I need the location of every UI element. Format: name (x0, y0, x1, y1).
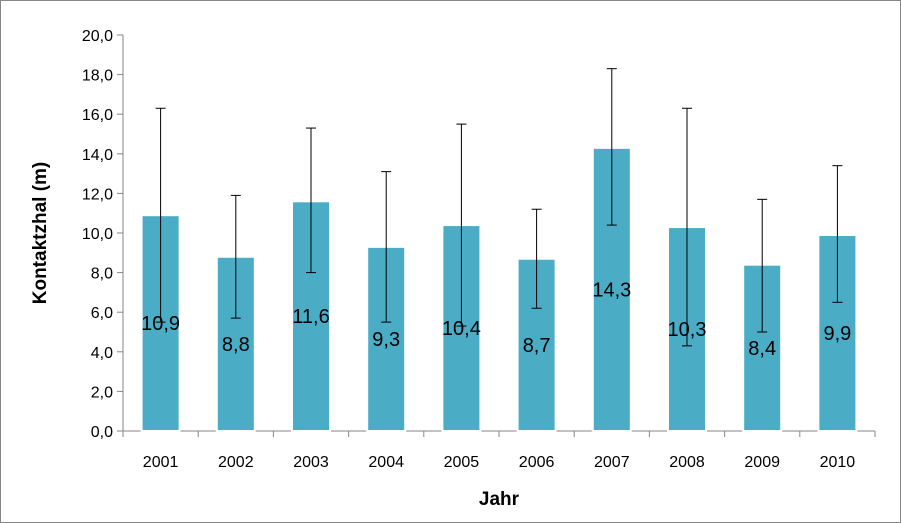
x-tick-label: 2009 (744, 454, 780, 471)
x-tick-label: 2006 (519, 454, 555, 471)
x-axis-title: Jahr (479, 489, 520, 510)
y-tick-label: 8,0 (91, 266, 113, 283)
x-tick-label: 2007 (594, 454, 630, 471)
y-tick-label: 20,0 (82, 28, 113, 45)
data-label: 10,3 (668, 319, 707, 341)
data-label: 9,3 (372, 329, 400, 351)
x-tick-label: 2003 (293, 454, 329, 471)
y-tick-label: 2,0 (91, 384, 113, 401)
data-label: 10,4 (442, 318, 481, 340)
y-tick-label: 6,0 (91, 305, 113, 322)
y-tick-label: 10,0 (82, 226, 113, 243)
data-label: 11,6 (292, 306, 329, 328)
y-tick-label: 16,0 (82, 107, 113, 124)
y-axis-title: Kontaktzhal (m) (30, 162, 51, 305)
y-tick-label: 18,0 (82, 68, 113, 85)
x-tick-label: 2010 (820, 454, 856, 471)
y-tick-label: 4,0 (91, 345, 113, 362)
y-tick-label: 0,0 (91, 424, 113, 441)
data-label: 8,8 (222, 334, 250, 356)
data-label: 9,9 (823, 323, 851, 345)
x-tick-label: 2005 (444, 454, 480, 471)
y-tick-label: 14,0 (82, 147, 113, 164)
x-tick-label: 2008 (669, 454, 705, 471)
data-label: 8,4 (748, 338, 776, 360)
data-label: 14,3 (592, 279, 631, 301)
x-tick-label: 2002 (218, 454, 254, 471)
x-tick-label: 2004 (368, 454, 404, 471)
data-label: 10,9 (141, 313, 180, 335)
y-tick-label: 12,0 (82, 186, 113, 203)
data-label: 8,7 (523, 335, 551, 357)
x-tick-label: 2001 (143, 454, 179, 471)
